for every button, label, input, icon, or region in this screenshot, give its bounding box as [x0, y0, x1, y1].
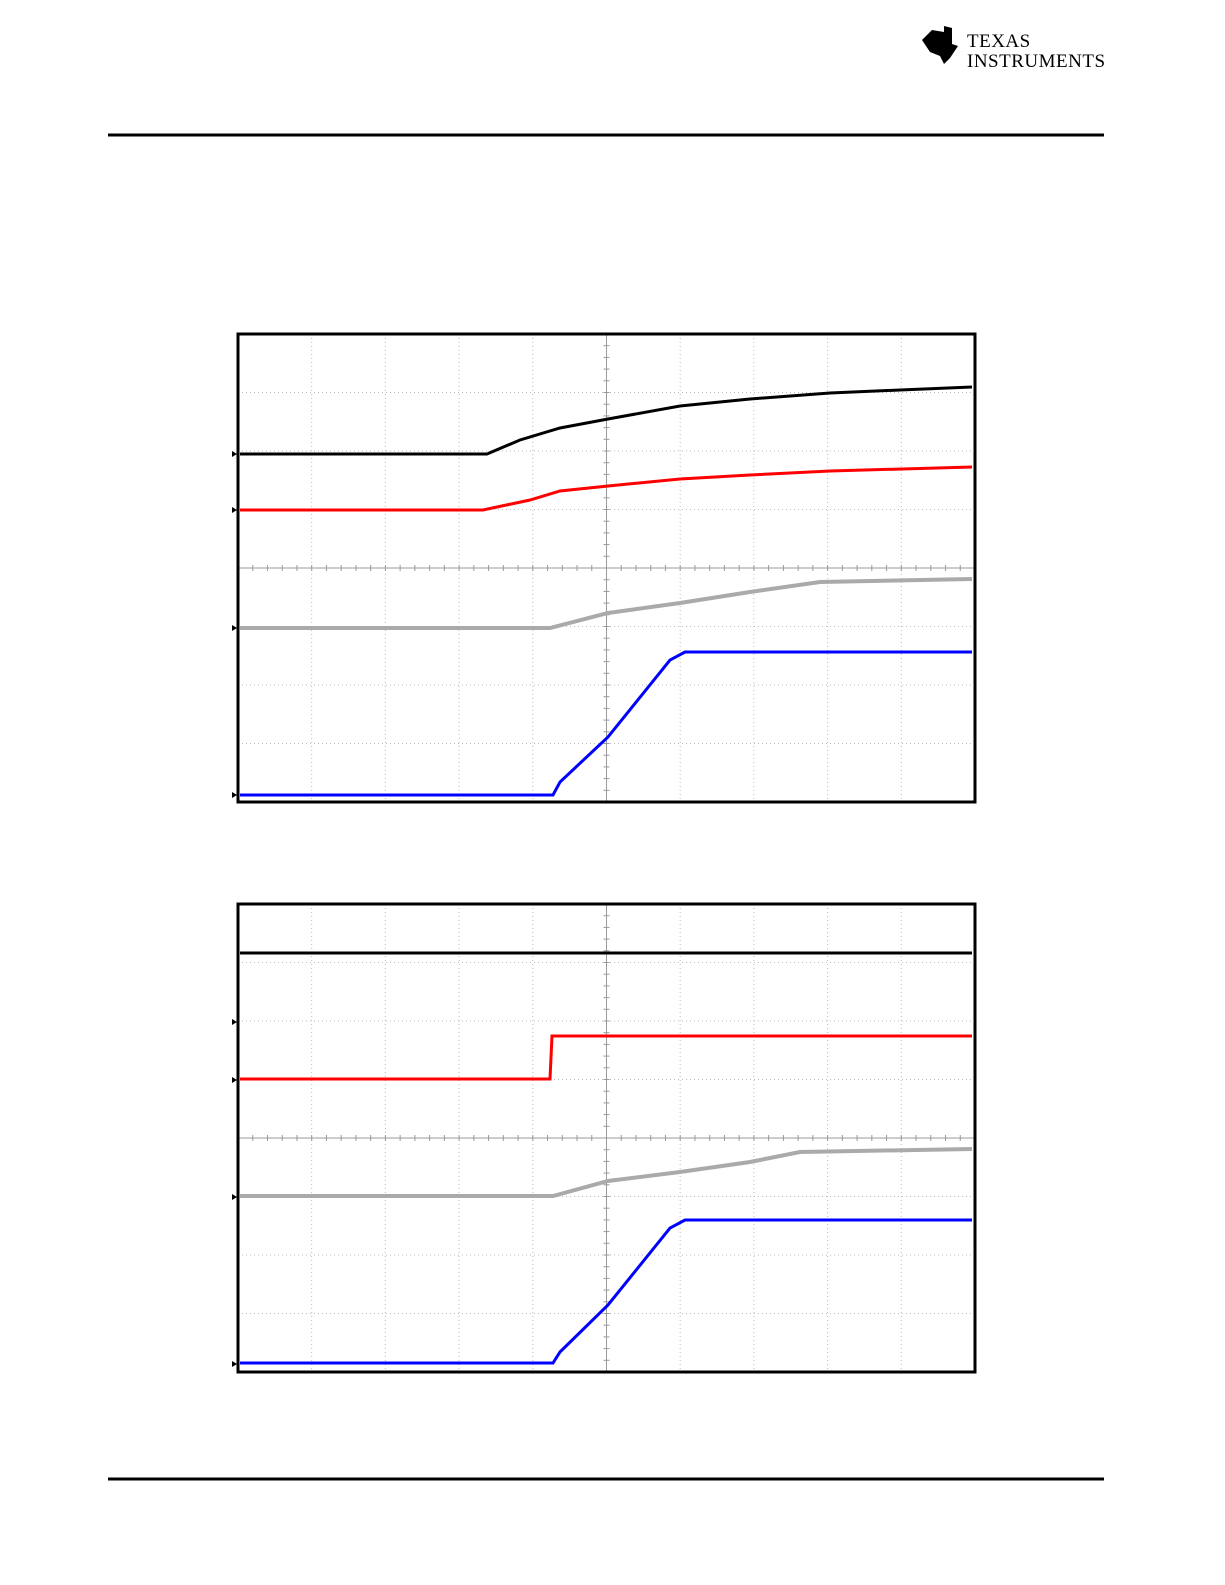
channel-marker — [232, 625, 237, 631]
scope-screen — [232, 902, 977, 1374]
channel-marker — [232, 1194, 237, 1200]
channel-marker — [232, 792, 237, 798]
trace-blue — [240, 650, 972, 797]
channel-marker — [232, 451, 237, 457]
scope-screen — [232, 332, 977, 804]
logo-line1: TEXAS — [967, 31, 1031, 52]
scope-frame — [236, 902, 977, 1374]
trace-red — [240, 465, 973, 512]
trace-red — [240, 1034, 972, 1081]
logo-line2: INSTRUMENTS — [967, 51, 1106, 72]
channel-marker — [232, 1361, 237, 1367]
grid — [237, 333, 976, 803]
logo-mark — [922, 26, 958, 64]
channel-marker — [232, 1019, 237, 1025]
trace-gray — [240, 1147, 973, 1198]
trace-gray — [240, 577, 973, 630]
logo: TEXAS INSTRUMENTS — [922, 26, 1106, 72]
trace-black — [240, 385, 973, 456]
grid — [237, 903, 976, 1373]
trace-blue — [240, 1218, 972, 1365]
channel-marker — [232, 507, 237, 513]
channel-marker — [232, 1077, 237, 1083]
scope-frame — [236, 332, 977, 804]
